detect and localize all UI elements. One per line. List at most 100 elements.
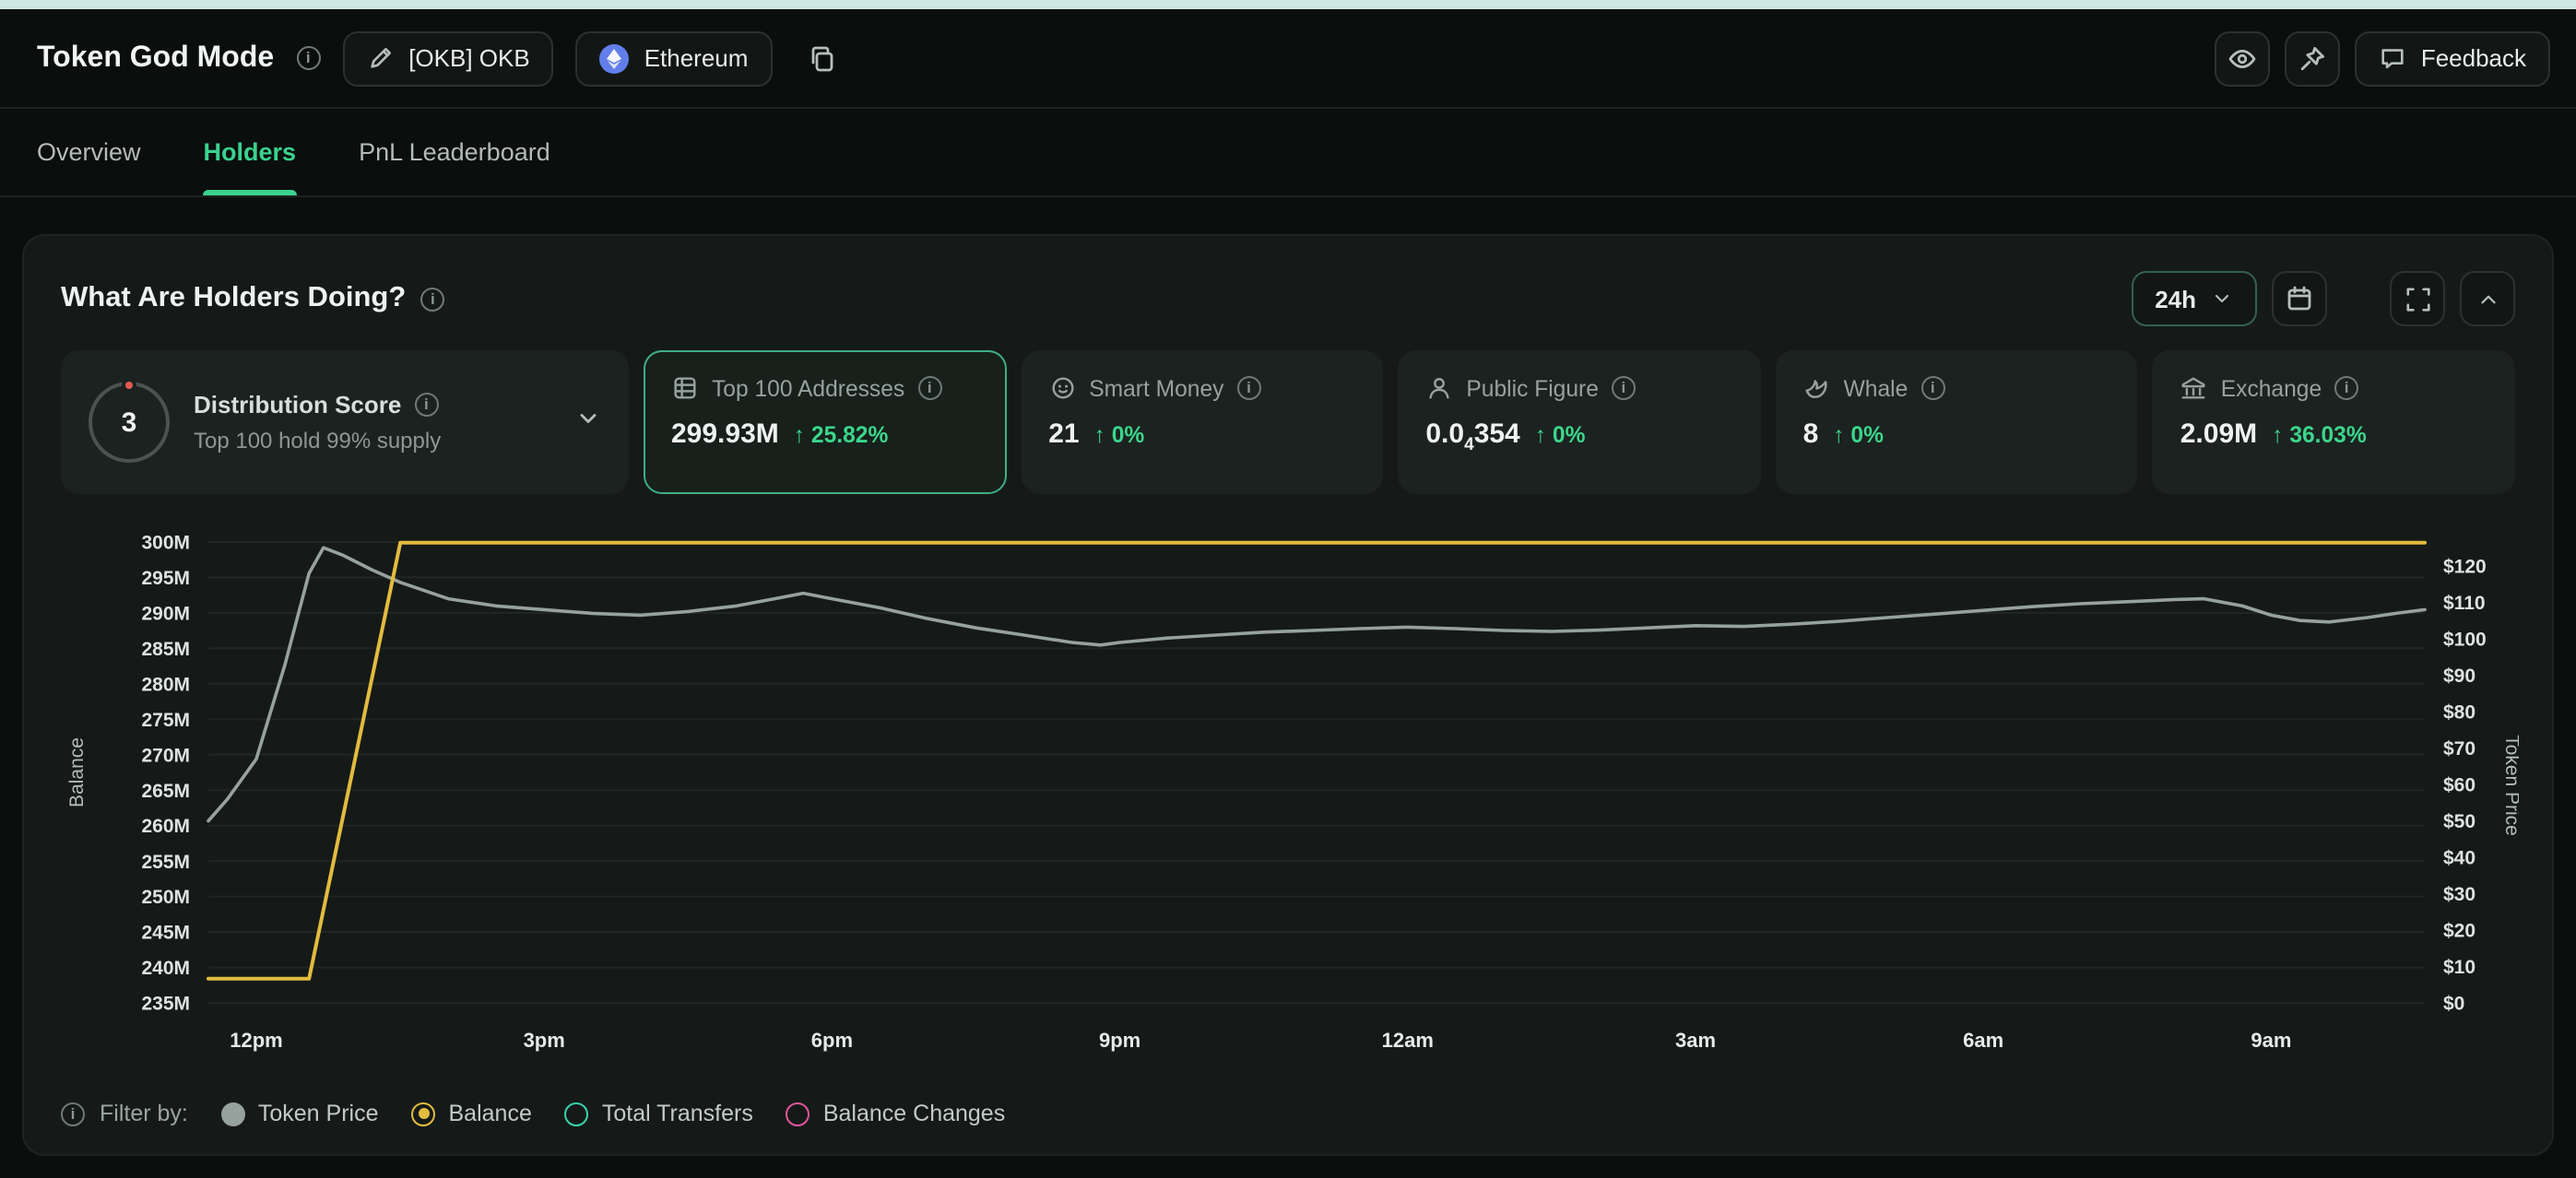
top-100-addresses-icon [674,377,696,399]
gridlines [208,541,2425,1004]
svg-text:$40: $40 [2443,848,2476,869]
top-strip [0,0,2576,9]
stat-cards-row: 3 Distribution Score Top 100 hold 99% su… [61,350,2515,494]
tab-pnl-leaderboard[interactable]: PnL Leaderboard [359,138,550,166]
tab-bar: Overview Holders PnL Leaderboard [0,109,2576,197]
eye-icon [2228,49,2256,67]
svg-text:9am: 9am [2251,1029,2291,1052]
total-transfers-radio-icon [564,1101,589,1125]
chevron-down-icon [580,413,597,422]
fullscreen-icon [2405,287,2429,311]
balance-line [207,540,2427,981]
svg-text:280M: 280M [141,674,190,695]
info-icon[interactable] [420,287,445,311]
header: Token God Mode [OKB] OKB Ethereum [0,9,2576,109]
stat-card-exchange[interactable]: Exchange 2.09M 36.03% [2152,350,2515,494]
chevron-up-icon [2480,294,2495,303]
stat-card-title: Smart Money [1089,375,1224,401]
stat-card-value: 21 [1048,418,1080,450]
timeframe-value: 24h [2155,285,2196,312]
info-icon[interactable] [1236,376,1261,400]
info-icon[interactable] [414,393,439,417]
chain-select-button[interactable]: Ethereum [575,30,773,86]
info-icon[interactable] [296,46,321,70]
svg-text:$10: $10 [2443,957,2476,978]
filter-label: Balance [448,1101,532,1126]
svg-text:12pm: 12pm [230,1029,282,1052]
tab-holders[interactable]: Holders [203,109,297,195]
distribution-score-value: 3 [89,382,170,463]
info-icon[interactable] [2334,376,2359,400]
chain-select-label: Ethereum [644,44,749,72]
filter-token-price[interactable]: Token Price [220,1101,379,1126]
svg-text:$60: $60 [2443,775,2476,796]
distribution-score-card[interactable]: 3 Distribution Score Top 100 hold 99% su… [61,350,629,494]
svg-text:$80: $80 [2443,702,2476,724]
svg-text:$120: $120 [2443,557,2487,578]
y-right-axis-title: Token Price [2501,735,2519,836]
svg-text:245M: 245M [141,923,190,944]
timeframe-dropdown[interactable]: 24h [2131,271,2257,326]
stat-card-whale[interactable]: Whale 8 0% [1775,350,2138,494]
panel-title-row: What Are Holders Doing? [61,282,445,315]
filter-total-transfers[interactable]: Total Transfers [564,1101,753,1126]
info-icon[interactable] [1920,376,1945,400]
svg-text:9pm: 9pm [1099,1029,1140,1052]
calendar-icon [2287,286,2311,311]
svg-text:3am: 3am [1675,1029,1716,1052]
svg-text:$100: $100 [2443,630,2487,651]
filter-label: Token Price [257,1101,379,1126]
svg-text:$0: $0 [2443,994,2464,1015]
svg-text:6am: 6am [1963,1029,2003,1052]
svg-text:$70: $70 [2443,738,2476,760]
expand-distribution-button[interactable] [575,405,601,440]
header-right: Feedback [2214,30,2550,86]
info-icon[interactable] [1611,376,1636,400]
feedback-button[interactable]: Feedback [2354,30,2550,86]
stat-card-value: 8 [1802,418,1819,450]
copy-address-button[interactable] [794,30,849,86]
panel-header: What Are Holders Doing? 24h [61,269,2515,328]
svg-text:3pm: 3pm [524,1029,565,1052]
filter-balance[interactable]: Balance [411,1101,532,1126]
holders-activity-chart[interactable]: 300M 295M 290M 285M 280M 275M 270M 265M 260M 255M… [61,512,2519,1088]
info-icon[interactable] [61,1101,85,1125]
header-left: Token God Mode [OKB] OKB Ethereum [37,30,849,86]
collapse-panel-button[interactable] [2460,271,2515,326]
tab-overview[interactable]: Overview [37,138,141,166]
stat-card-top-100-addresses[interactable]: Top 100 Addresses 299.93M 25.82% [644,350,1007,494]
y-left-axis-title: Balance [66,737,88,807]
svg-text:255M: 255M [141,852,190,873]
pin-button[interactable] [2284,30,2340,86]
stat-card-smart-money[interactable]: Smart Money 21 0% [1021,350,1384,494]
calendar-button[interactable] [2272,271,2327,326]
feedback-label: Feedback [2420,44,2526,72]
svg-text:300M: 300M [141,533,190,554]
smart-money-icon [1051,377,1073,399]
stat-card-value: 0.04354 [1425,418,1520,455]
watch-button[interactable] [2214,30,2270,86]
chart-filter-legend: Filter by: Token Price Balance Total Tra… [61,1091,2515,1136]
ethereum-logo-icon [599,43,630,73]
filter-balance-changes[interactable]: Balance Changes [786,1101,1005,1126]
stat-card-change: 0% [1535,422,1586,448]
fullscreen-button[interactable] [2390,271,2445,326]
balance-radio-icon [411,1101,436,1125]
svg-text:$90: $90 [2443,666,2476,687]
token-select-label: [OKB] OKB [408,44,530,72]
copy-icon [811,45,833,71]
info-icon[interactable] [917,376,942,400]
svg-text:265M: 265M [141,781,190,802]
svg-text:260M: 260M [141,816,190,837]
holders-chart-svg: 300M 295M 290M 285M 280M 275M 270M 265M 260M 255M… [66,533,2519,1052]
svg-text:250M: 250M [141,887,190,908]
exchange-icon [2182,377,2206,399]
distribution-score-text: Distribution Score Top 100 hold 99% supp… [194,391,441,454]
public-figure-icon [1429,378,1449,399]
pencil-icon [370,47,391,68]
stat-card-public-figure[interactable]: Public Figure 0.04354 0% [1398,350,1761,494]
svg-text:$20: $20 [2443,921,2476,942]
token-select-button[interactable]: [OKB] OKB [342,30,554,86]
stat-card-value: 299.93M [671,418,779,450]
